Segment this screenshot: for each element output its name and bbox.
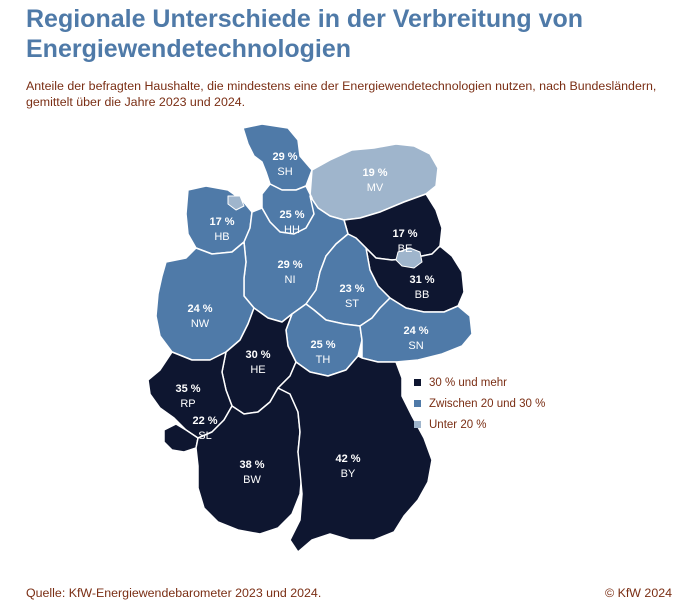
- copyright-note: © KfW 2024: [605, 586, 672, 600]
- region-value-mv: 19 %: [362, 167, 387, 179]
- region-value-ni: 29 %: [277, 259, 302, 271]
- region-code-nw: NW: [191, 318, 210, 330]
- region-code-sl: SL: [198, 430, 211, 442]
- legend-swatch-mid: [414, 400, 421, 407]
- region-code-ni: NI: [285, 274, 296, 286]
- region-value-rp: 35 %: [175, 383, 200, 395]
- legend-label-low: Unter 20 %: [429, 418, 487, 431]
- region-value-he: 30 %: [245, 349, 270, 361]
- region-code-bb: BB: [415, 289, 430, 301]
- chart-subtitle: Anteile der befragten Haushalte, die min…: [26, 79, 657, 109]
- region-code-be: BE: [398, 243, 413, 255]
- legend: 30 % und mehr Zwischen 20 und 30 % Unter…: [414, 372, 545, 435]
- region-value-hb: 17 %: [209, 216, 234, 228]
- region-value-st: 23 %: [339, 283, 364, 295]
- region-value-bb: 31 %: [409, 274, 434, 286]
- legend-item-mid: Zwischen 20 und 30 %: [414, 393, 545, 414]
- region-code-bw: BW: [243, 474, 261, 486]
- region-value-sh: 29 %: [272, 151, 297, 163]
- region-code-hb: HB: [214, 231, 229, 243]
- region-by: [277, 355, 433, 553]
- region-code-he: HE: [250, 364, 265, 376]
- region-code-hh: HH: [284, 224, 300, 236]
- region-value-be: 17 %: [392, 228, 417, 240]
- region-berlin-enclave: [395, 247, 423, 269]
- chart-title: Regionale Unterschiede in der Verbreitun…: [26, 5, 584, 63]
- region-code-sn: SN: [408, 340, 423, 352]
- region-value-th: 25 %: [310, 339, 335, 351]
- legend-swatch-low: [414, 421, 421, 428]
- region-value-hh: 25 %: [279, 209, 304, 221]
- region-value-nw: 24 %: [187, 303, 212, 315]
- region-code-st: ST: [345, 298, 359, 310]
- legend-swatch-high: [414, 379, 421, 386]
- region-code-sh: SH: [277, 166, 292, 178]
- source-note: Quelle: KfW-Energiewendebarometer 2023 u…: [26, 586, 322, 600]
- region-value-sn: 24 %: [403, 325, 428, 337]
- region-value-sl: 22 %: [192, 415, 217, 427]
- legend-label-high: 30 % und mehr: [429, 376, 507, 389]
- region-code-by: BY: [341, 468, 356, 480]
- region-code-th: TH: [316, 354, 331, 366]
- region-bremen-enclave: [227, 195, 245, 211]
- legend-label-mid: Zwischen 20 und 30 %: [429, 397, 546, 410]
- legend-item-high: 30 % und mehr: [414, 372, 545, 393]
- region-value-by: 42 %: [335, 453, 360, 465]
- region-value-bw: 38 %: [239, 459, 264, 471]
- legend-item-low: Unter 20 %: [414, 414, 545, 435]
- region-code-rp: RP: [180, 398, 195, 410]
- region-code-mv: MV: [367, 182, 384, 194]
